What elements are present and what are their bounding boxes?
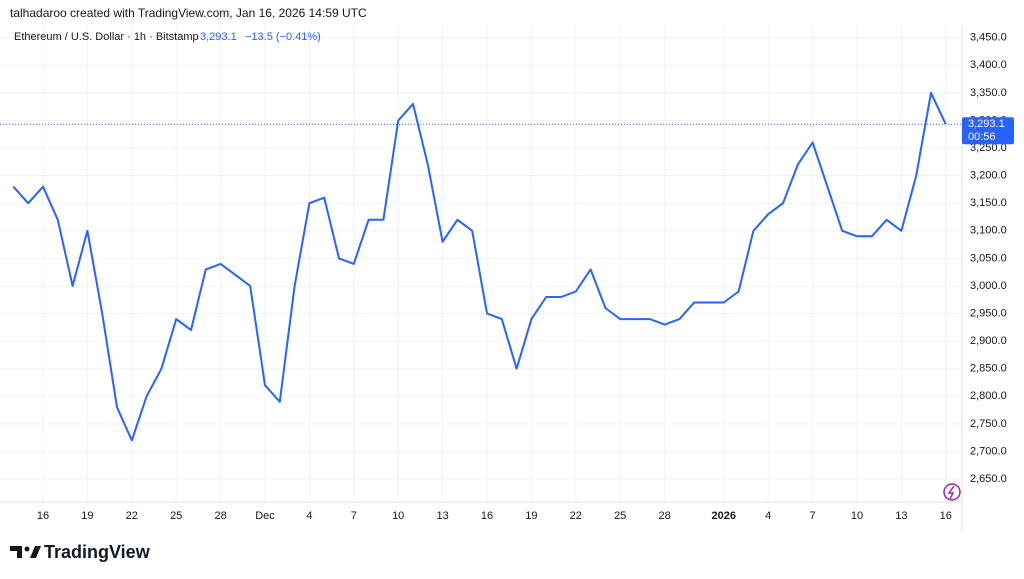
attribution: talhadaroo created with TradingView.com,… — [10, 6, 367, 20]
y-tick-label: 3,250.0 — [970, 142, 1007, 154]
y-tick-label: 2,950.0 — [970, 307, 1007, 319]
y-tick-label: 2,800.0 — [970, 390, 1007, 402]
x-tick-label: 13 — [895, 510, 907, 522]
y-tick-label: 3,050.0 — [970, 252, 1007, 264]
x-tick-label: 4 — [306, 510, 312, 522]
y-tick-label: 3,450.0 — [970, 32, 1007, 44]
y-tick-label: 3,150.0 — [970, 197, 1007, 209]
x-tick-label: 22 — [126, 510, 138, 522]
symbol-info: Ethereum / U.S. Dollar · 1h · Bitstamp — [14, 31, 199, 43]
x-tick-label: 28 — [214, 510, 226, 522]
x-tick-label: 7 — [810, 510, 816, 522]
y-tick-label: 3,400.0 — [970, 59, 1007, 71]
last-price-label: 3,293.1 — [968, 118, 1005, 130]
y-tick-label: 2,700.0 — [970, 445, 1007, 457]
legend-change: −13.5 (−0.41%) — [245, 31, 321, 43]
x-tick-label: 7 — [351, 510, 357, 522]
grid — [0, 26, 962, 502]
x-tick-label: 25 — [614, 510, 626, 522]
x-tick-label: Dec — [255, 510, 275, 522]
x-tick-label: 16 — [481, 510, 493, 522]
y-tick-label: 3,350.0 — [970, 87, 1007, 99]
y-tick-label: 2,850.0 — [970, 363, 1007, 375]
y-tick-label: 3,000.0 — [970, 280, 1007, 292]
x-tick-label: 22 — [570, 510, 582, 522]
x-tick-label: 25 — [170, 510, 182, 522]
x-tick-label: 19 — [81, 510, 93, 522]
y-tick-label: 3,200.0 — [970, 170, 1007, 182]
price-line — [12, 91, 947, 442]
lightning-icon — [943, 483, 961, 501]
x-tick-label: 2026 — [712, 510, 736, 522]
x-tick-label: 28 — [658, 510, 670, 522]
tv-logo — [10, 546, 41, 558]
x-tick-label: 16 — [37, 510, 49, 522]
x-tick-label: 13 — [436, 510, 448, 522]
x-tick-label: 10 — [851, 510, 863, 522]
brand: TradingView — [44, 542, 151, 562]
legend-price: 3,293.1 — [200, 31, 237, 43]
x-tick-label: 16 — [940, 510, 952, 522]
y-tick-label: 3,100.0 — [970, 225, 1007, 237]
x-tick-label: 10 — [392, 510, 404, 522]
y-tick-label: 2,900.0 — [970, 335, 1007, 347]
y-tick-label: 2,750.0 — [970, 418, 1007, 430]
countdown: 00:56 — [968, 131, 996, 143]
last-price-badge — [962, 117, 1014, 145]
x-tick-label: 4 — [765, 510, 771, 522]
y-tick-label: 2,650.0 — [970, 473, 1007, 485]
x-tick-label: 19 — [525, 510, 537, 522]
